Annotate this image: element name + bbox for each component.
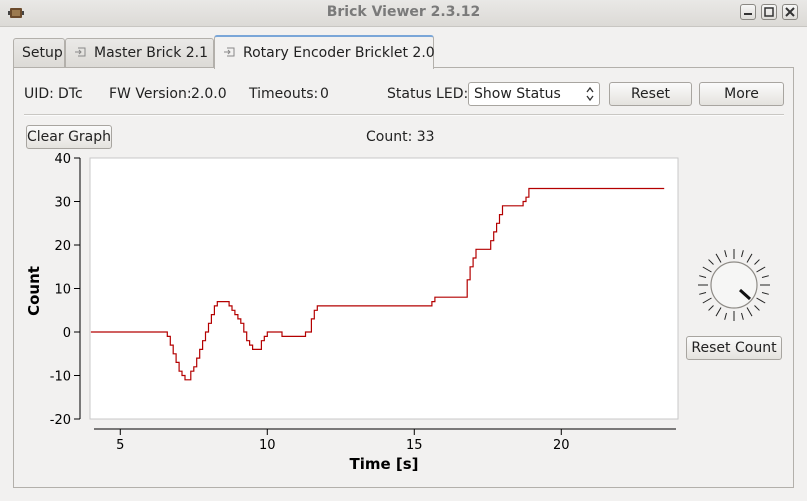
knob-tick bbox=[702, 297, 712, 304]
fw-version-label: FW Version: bbox=[109, 86, 192, 102]
app-icon bbox=[8, 5, 24, 21]
y-tick-label: 20 bbox=[54, 239, 71, 254]
count-chart: -20 -10 0 10 20 30 40 5 10 15 20 Count Time [s] bbox=[25, 152, 679, 473]
knob-tick bbox=[761, 275, 769, 278]
y-axis-label: Count bbox=[25, 266, 43, 316]
maximize-button[interactable] bbox=[761, 4, 777, 20]
knob-tick bbox=[708, 259, 714, 265]
knob-tick bbox=[715, 307, 722, 317]
knob-tick bbox=[708, 305, 714, 311]
y-tick-label: 30 bbox=[54, 196, 71, 211]
plot-area bbox=[89, 157, 679, 420]
timeouts-value: 0 bbox=[320, 86, 329, 102]
knob-tick bbox=[761, 292, 769, 295]
tab-setup[interactable]: Setup bbox=[13, 38, 65, 68]
y-tick-label: 40 bbox=[54, 152, 71, 167]
x-tick-label: 10 bbox=[259, 438, 276, 453]
knob-tick bbox=[754, 259, 760, 265]
knob-tick bbox=[746, 253, 753, 263]
y-tick-label: -20 bbox=[50, 413, 71, 428]
knob-dial[interactable] bbox=[694, 245, 774, 325]
window-title: Brick Viewer 2.3.12 bbox=[326, 4, 481, 20]
status-led-select[interactable]: Show Status bbox=[468, 82, 600, 106]
uid-value: DTc bbox=[58, 86, 83, 102]
x-axis-label: Time [s] bbox=[349, 455, 418, 473]
knob-tick bbox=[754, 305, 760, 311]
x-tick-label: 20 bbox=[553, 438, 570, 453]
y-axis: -20 -10 0 10 20 30 40 bbox=[50, 152, 81, 428]
x-tick-label: 15 bbox=[406, 438, 423, 453]
knob-tick bbox=[702, 266, 712, 273]
knob-tick bbox=[715, 253, 722, 263]
detach-icon[interactable] bbox=[223, 37, 235, 69]
reset-button[interactable]: Reset bbox=[609, 82, 692, 106]
knob-tick bbox=[756, 266, 766, 273]
y-tick-label: 10 bbox=[54, 283, 71, 298]
close-button[interactable] bbox=[782, 4, 798, 20]
uid-label: UID: bbox=[24, 86, 54, 102]
knob-tick bbox=[724, 312, 727, 320]
clear-graph-button[interactable]: Clear Graph bbox=[26, 125, 112, 149]
separator bbox=[24, 114, 784, 116]
count-display: Count: 33 bbox=[366, 129, 435, 145]
x-tick-label: 5 bbox=[116, 438, 124, 453]
fw-version-value: 2.0.0 bbox=[191, 86, 227, 102]
timeouts-label: Timeouts: bbox=[249, 86, 319, 102]
detach-icon[interactable] bbox=[74, 39, 86, 67]
knob-ticks bbox=[698, 249, 770, 321]
bricklet-panel: UID: DTc FW Version: 2.0.0 Timeouts: 0 S… bbox=[13, 67, 794, 488]
knob-tick bbox=[699, 292, 707, 295]
x-axis: 5 10 15 20 bbox=[94, 428, 676, 453]
knob-tick bbox=[699, 275, 707, 278]
knob-tick bbox=[724, 250, 727, 258]
status-led-label: Status LED: bbox=[387, 86, 469, 102]
tab-rotary-encoder[interactable]: Rotary Encoder Bricklet 2.0 bbox=[214, 35, 435, 69]
knob-pointer bbox=[738, 288, 752, 301]
knob-tick bbox=[741, 312, 744, 320]
y-tick-label: -10 bbox=[50, 370, 71, 385]
y-tick-label: 0 bbox=[63, 326, 71, 341]
knob-tick bbox=[746, 307, 753, 317]
count-series-line bbox=[90, 187, 665, 381]
more-button[interactable]: More bbox=[699, 82, 784, 106]
minimize-button[interactable] bbox=[740, 4, 756, 20]
knob-tick bbox=[756, 297, 766, 304]
updown-arrows-icon bbox=[586, 86, 594, 109]
tab-master-brick[interactable]: Master Brick 2.1 bbox=[65, 38, 214, 68]
knob-tick bbox=[741, 250, 744, 258]
knob-body bbox=[710, 261, 758, 309]
title-bar: Brick Viewer 2.3.12 bbox=[0, 0, 807, 27]
reset-count-button[interactable]: Reset Count bbox=[686, 336, 782, 360]
